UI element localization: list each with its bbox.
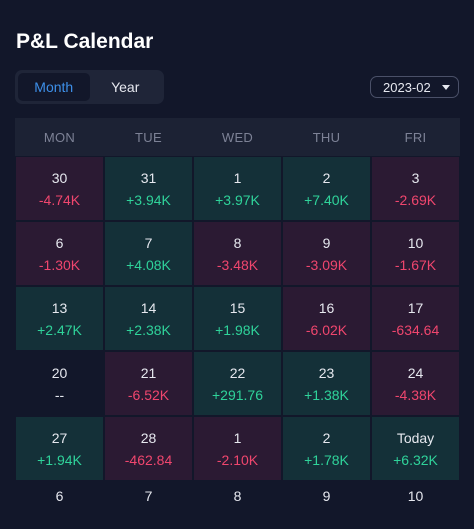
day-number: 17 <box>407 299 424 316</box>
day-number: 15 <box>229 299 246 316</box>
tab-month[interactable]: Month <box>18 73 90 101</box>
calendar-day-cell[interactable]: 24 -4.38K <box>371 351 460 416</box>
calendar-day-cell[interactable]: 16 -6.02K <box>282 286 371 351</box>
calendar-day-cell[interactable]: 3 -2.69K <box>371 156 460 221</box>
next-week-day[interactable]: 6 <box>55 488 64 504</box>
day-number: 8 <box>233 234 242 251</box>
weekday-tue: TUE <box>135 129 162 145</box>
calendar-day-cell[interactable]: 28 -462.84 <box>104 416 193 481</box>
day-pnl-value: +1.78K <box>304 451 349 468</box>
calendar-day-cell[interactable]: 14 +2.38K <box>104 286 193 351</box>
day-number: 20 <box>51 364 68 381</box>
calendar-day-cell[interactable]: 10 -1.67K <box>371 221 460 286</box>
day-pnl-value: -634.64 <box>391 321 440 338</box>
day-pnl-value: +6.32K <box>393 451 438 468</box>
day-pnl-value: +3.94K <box>126 191 171 208</box>
next-week-day[interactable]: 7 <box>144 488 153 504</box>
calendar-day-cell[interactable]: 31 +3.94K <box>104 156 193 221</box>
day-pnl-value: -- <box>54 386 65 403</box>
day-number: 28 <box>140 429 157 446</box>
day-pnl-value: +291.76 <box>212 386 263 403</box>
calendar-day-cell[interactable]: 30 -4.74K <box>15 156 104 221</box>
calendar-day-cell[interactable]: 13 +2.47K <box>15 286 104 351</box>
day-pnl-value: +4.08K <box>126 256 171 273</box>
day-number: 10 <box>407 234 424 251</box>
next-week-day[interactable]: 10 <box>407 488 424 504</box>
weekday-thu: THU <box>312 129 341 145</box>
day-number: 27 <box>51 429 68 446</box>
calendar-day-cell[interactable]: 6 -1.30K <box>15 221 104 286</box>
day-number: 30 <box>51 169 68 186</box>
day-number: 23 <box>318 364 335 381</box>
calendar-grid: MON TUE WED THU FRI 30 -4.74K 31 +3.94K 1 +3.… <box>15 118 460 511</box>
day-pnl-value: +2.47K <box>37 321 82 338</box>
next-week-day[interactable]: 9 <box>322 488 331 504</box>
day-pnl-value: -2.10K <box>216 451 259 468</box>
calendar-day-cell[interactable]: 20 -- <box>15 351 104 416</box>
day-number: 1 <box>233 429 242 446</box>
period-value: 2023-02 <box>383 79 431 95</box>
day-pnl-value: -6.02K <box>305 321 348 338</box>
tab-year[interactable]: Year <box>111 79 140 95</box>
day-number: 22 <box>229 364 246 381</box>
day-number: 16 <box>318 299 335 316</box>
calendar-day-cell[interactable]: 1 +3.97K <box>193 156 282 221</box>
day-pnl-value: +1.38K <box>304 386 349 403</box>
calendar-day-cell[interactable]: 8 -3.48K <box>193 221 282 286</box>
calendar-day-cell[interactable]: 2 +1.78K <box>282 416 371 481</box>
day-pnl-value: +3.97K <box>215 191 260 208</box>
calendar-day-cell[interactable]: 7 +4.08K <box>104 221 193 286</box>
day-number: 1 <box>233 169 242 186</box>
day-number: 3 <box>411 169 420 186</box>
next-week-row: 6 7 8 9 10 <box>15 481 460 511</box>
calendar-day-cell[interactable]: 15 +1.98K <box>193 286 282 351</box>
calendar-day-cell[interactable]: 21 -6.52K <box>104 351 193 416</box>
calendar-day-cell[interactable]: 23 +1.38K <box>282 351 371 416</box>
day-number: 14 <box>140 299 157 316</box>
day-pnl-value: -462.84 <box>124 451 173 468</box>
day-pnl-value: -3.09K <box>305 256 348 273</box>
day-number: Today <box>396 429 435 446</box>
day-pnl-value: -6.52K <box>127 386 170 403</box>
calendar-day-cell[interactable]: 17 -634.64 <box>371 286 460 351</box>
calendar-day-cell[interactable]: 27 +1.94K <box>15 416 104 481</box>
day-pnl-value: -2.69K <box>394 191 437 208</box>
page-title: P&L Calendar <box>16 30 154 53</box>
day-pnl-value: -4.74K <box>38 191 81 208</box>
day-number: 2 <box>322 169 331 186</box>
period-selector[interactable]: 2023-02 <box>370 76 459 98</box>
calendar-weeks: 30 -4.74K 31 +3.94K 1 +3.97K 2 +7.40K 3 -2.69K 6 -1… <box>15 156 460 481</box>
view-toggle: Month Year <box>15 70 164 104</box>
caret-down-icon <box>442 84 450 90</box>
day-number: 2 <box>322 429 331 446</box>
weekday-mon: MON <box>43 129 76 145</box>
day-pnl-value: -3.48K <box>216 256 259 273</box>
day-number: 7 <box>144 234 153 251</box>
weekday-fri: FRI <box>404 129 427 145</box>
day-number: 13 <box>51 299 68 316</box>
day-number: 6 <box>55 234 64 251</box>
day-pnl-value: +7.40K <box>304 191 349 208</box>
day-number: 9 <box>322 234 331 251</box>
day-pnl-value: -1.67K <box>394 256 437 273</box>
next-week-day[interactable]: 8 <box>233 488 242 504</box>
calendar-day-cell[interactable]: 9 -3.09K <box>282 221 371 286</box>
weekday-header: MON TUE WED THU FRI <box>15 118 460 156</box>
day-pnl-value: +1.94K <box>37 451 82 468</box>
day-pnl-value: +1.98K <box>215 321 260 338</box>
day-pnl-value: -1.30K <box>38 256 81 273</box>
day-pnl-value: +2.38K <box>126 321 171 338</box>
calendar-day-cell[interactable]: 2 +7.40K <box>282 156 371 221</box>
day-number: 21 <box>140 364 157 381</box>
calendar-day-cell[interactable]: 22 +291.76 <box>193 351 282 416</box>
calendar-day-cell[interactable]: Today +6.32K <box>371 416 460 481</box>
day-number: 24 <box>407 364 424 381</box>
day-pnl-value: -4.38K <box>394 386 437 403</box>
day-number: 31 <box>140 169 157 186</box>
calendar-day-cell[interactable]: 1 -2.10K <box>193 416 282 481</box>
weekday-wed: WED <box>221 129 254 145</box>
